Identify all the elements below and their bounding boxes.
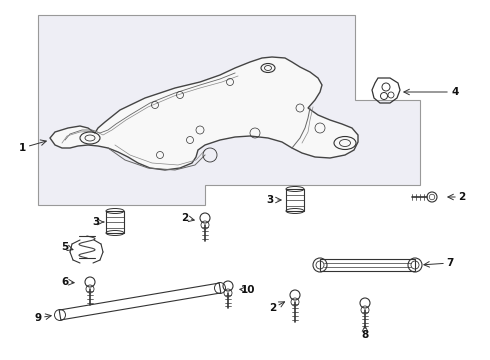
Text: 6: 6 bbox=[61, 277, 69, 287]
Text: 3: 3 bbox=[267, 195, 273, 205]
Text: 1: 1 bbox=[19, 143, 25, 153]
Text: 4: 4 bbox=[451, 87, 459, 97]
Text: 10: 10 bbox=[241, 285, 255, 295]
Text: 9: 9 bbox=[34, 313, 42, 323]
Text: 5: 5 bbox=[61, 242, 69, 252]
Polygon shape bbox=[38, 15, 420, 205]
Text: 2: 2 bbox=[270, 303, 277, 313]
Text: 7: 7 bbox=[446, 258, 454, 268]
Text: 8: 8 bbox=[362, 330, 368, 340]
Text: 2: 2 bbox=[458, 192, 466, 202]
Polygon shape bbox=[50, 57, 358, 170]
Text: 2: 2 bbox=[181, 213, 189, 223]
Text: 3: 3 bbox=[93, 217, 99, 227]
